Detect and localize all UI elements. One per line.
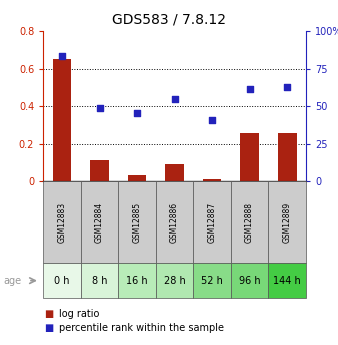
Point xyxy=(97,106,102,111)
Point xyxy=(172,97,177,102)
Bar xyxy=(165,164,184,181)
Text: age: age xyxy=(3,276,22,286)
Bar xyxy=(203,179,221,181)
Text: 0 h: 0 h xyxy=(54,276,70,286)
Text: log ratio: log ratio xyxy=(59,309,99,319)
Point xyxy=(209,118,215,123)
Text: GSM12884: GSM12884 xyxy=(95,201,104,243)
Text: ■: ■ xyxy=(44,323,53,333)
Bar xyxy=(128,176,146,181)
Point xyxy=(247,86,252,91)
Bar xyxy=(90,160,109,181)
Text: GSM12883: GSM12883 xyxy=(57,201,67,243)
Bar xyxy=(53,59,71,181)
Text: 96 h: 96 h xyxy=(239,276,260,286)
Text: GSM12885: GSM12885 xyxy=(132,201,142,243)
Text: 8 h: 8 h xyxy=(92,276,107,286)
Point xyxy=(59,53,65,59)
Text: 28 h: 28 h xyxy=(164,276,186,286)
Bar xyxy=(240,133,259,181)
Text: ■: ■ xyxy=(44,309,53,319)
Text: 16 h: 16 h xyxy=(126,276,148,286)
Text: GSM12889: GSM12889 xyxy=(283,201,292,243)
Text: GSM12887: GSM12887 xyxy=(208,201,217,243)
Text: 144 h: 144 h xyxy=(273,276,301,286)
Text: GSM12888: GSM12888 xyxy=(245,201,254,243)
Point xyxy=(134,110,140,116)
Text: GDS583 / 7.8.12: GDS583 / 7.8.12 xyxy=(112,12,226,26)
Text: 52 h: 52 h xyxy=(201,276,223,286)
Bar xyxy=(278,133,296,181)
Text: GSM12886: GSM12886 xyxy=(170,201,179,243)
Point xyxy=(284,84,290,89)
Text: percentile rank within the sample: percentile rank within the sample xyxy=(59,323,224,333)
